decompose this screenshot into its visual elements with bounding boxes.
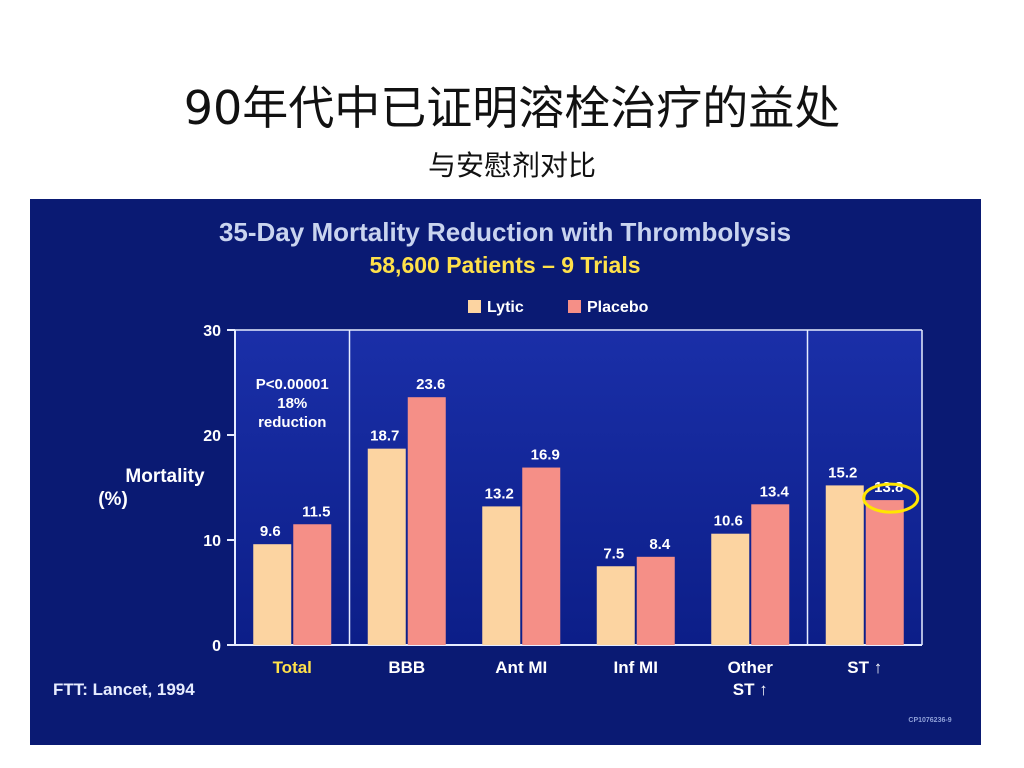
plot-area xyxy=(235,330,922,645)
bar-placebo xyxy=(522,467,561,645)
data-label-lytic: 7.5 xyxy=(603,545,624,562)
slide-title: 90年代中已证明溶栓治疗的益处 xyxy=(183,81,841,135)
bar-placebo xyxy=(636,556,675,645)
data-label-lytic: 13.2 xyxy=(485,485,514,502)
bar-placebo xyxy=(293,524,332,645)
bar-placebo xyxy=(407,397,446,645)
chart-marks: 0 10 20 30 9.6 11.5 Total 18.7 23.6 BBB 13.2 16.9 An… xyxy=(203,299,923,699)
legend-swatch-lytic xyxy=(468,300,481,313)
data-label-placebo: 13.4 xyxy=(760,483,790,500)
category-label: Inf MI xyxy=(614,658,658,677)
y-tick-label: 10 xyxy=(203,533,221,550)
category-label: Other xyxy=(728,658,774,677)
category-label-line2: ST ↑ xyxy=(733,680,768,699)
data-label-lytic: 15.2 xyxy=(828,464,857,481)
slide-code: CP1076236-9 xyxy=(908,717,951,724)
highlight-circle xyxy=(862,482,920,514)
data-label-placebo: 11.5 xyxy=(302,503,330,520)
data-label-lytic: 10.6 xyxy=(714,513,743,530)
legend-swatch-placebo xyxy=(568,300,581,313)
data-label-lytic: 9.6 xyxy=(260,523,281,540)
bar-lytic xyxy=(825,485,864,645)
slide-subtitle: 与安慰剂对比 xyxy=(427,149,596,182)
bar-lytic xyxy=(711,533,750,645)
category-label: BBB xyxy=(388,658,425,677)
data-label-placebo: 13.8 xyxy=(874,479,903,496)
bar-lytic xyxy=(596,566,635,645)
data-label-lytic: 18.7 xyxy=(370,428,399,445)
bar-lytic xyxy=(253,544,292,645)
bar-lytic xyxy=(482,506,521,645)
y-tick-label: 20 xyxy=(203,428,221,445)
y-axis-label-unit: (%) xyxy=(98,489,128,510)
annotation-text: P<0.00001 xyxy=(256,376,329,393)
chart-title: 35-Day Mortality Reduction with Thrombol… xyxy=(219,217,791,247)
category-label: Total xyxy=(273,658,312,677)
chart-subtitle: 58,600 Patients – 9 Trials xyxy=(369,252,640,278)
annotation-text: 18% xyxy=(277,395,307,412)
mortality-bar-chart: 35-Day Mortality Reduction with Thrombol… xyxy=(30,199,981,745)
data-label-placebo: 23.6 xyxy=(416,376,445,393)
data-label-placebo: 8.4 xyxy=(649,536,671,553)
bar-placebo xyxy=(751,504,790,645)
bar-lytic xyxy=(367,448,406,645)
source-citation: FTT: Lancet, 1994 xyxy=(53,680,195,699)
annotation-text: reduction xyxy=(258,414,326,431)
y-tick-label: 30 xyxy=(203,323,221,340)
legend-label-lytic: Lytic xyxy=(487,299,524,316)
y-axis-label: Mortality xyxy=(125,466,205,487)
y-tick-label: 0 xyxy=(212,638,221,655)
data-label-placebo: 16.9 xyxy=(531,447,560,464)
chart-panel: 35-Day Mortality Reduction with Thrombol… xyxy=(30,199,981,745)
bar-placebo xyxy=(865,500,904,645)
category-label: ST ↑ xyxy=(847,658,882,677)
category-label: Ant MI xyxy=(495,658,547,677)
legend-label-placebo: Placebo xyxy=(587,299,649,316)
